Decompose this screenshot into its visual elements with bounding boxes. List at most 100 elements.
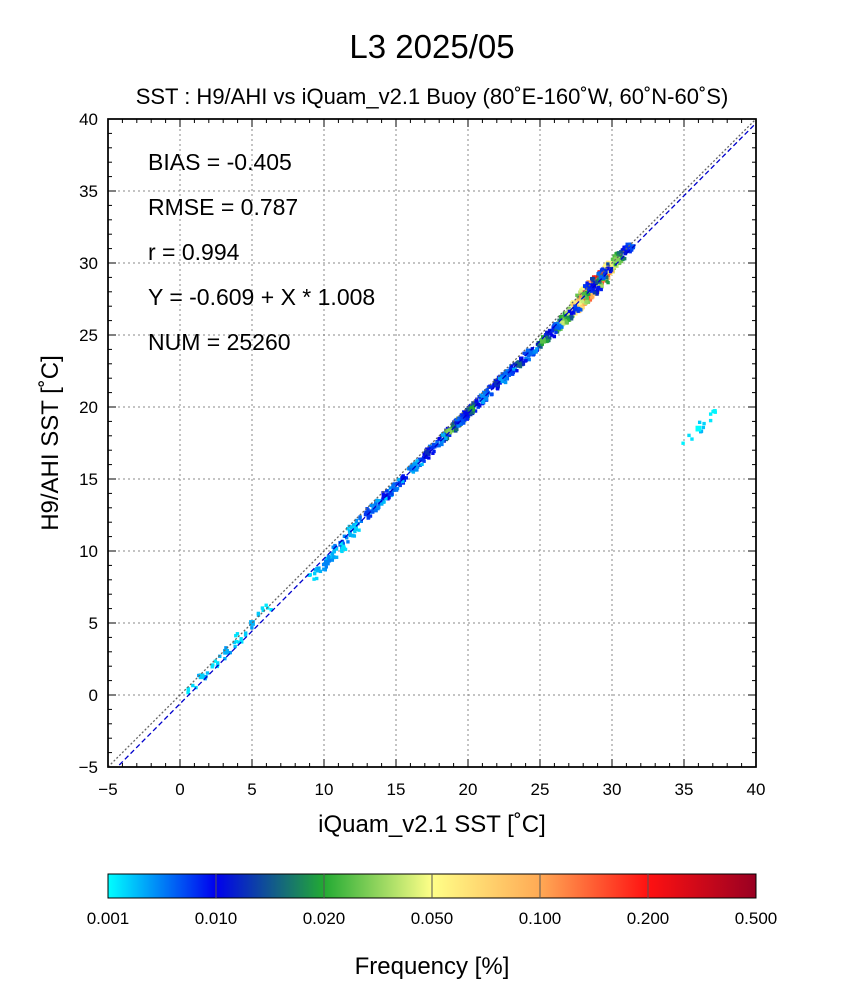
density-cell	[484, 397, 488, 401]
density-cell	[354, 523, 359, 527]
density-cell	[186, 688, 191, 692]
density-cell	[586, 284, 590, 289]
density-cell	[386, 492, 390, 497]
density-cell	[713, 409, 717, 413]
density-cell	[579, 288, 583, 292]
density-cell	[490, 392, 494, 396]
stat-num: NUM = 25260	[148, 329, 291, 355]
y-tick-label: 10	[79, 542, 98, 561]
stats-block: BIAS = -0.405 RMSE = 0.787 r = 0.994 Y =…	[148, 149, 375, 355]
density-cell	[477, 402, 481, 407]
density-cell	[480, 394, 485, 399]
density-cell	[708, 412, 713, 416]
density-cell	[330, 558, 335, 562]
density-cell	[339, 548, 344, 553]
density-cell	[456, 424, 460, 428]
density-cell	[369, 503, 373, 508]
colorbar-tick-label: 0.010	[195, 909, 238, 928]
density-cell	[582, 292, 586, 296]
density-cell	[614, 252, 618, 256]
density-cell	[613, 255, 618, 259]
density-cell	[333, 543, 337, 548]
density-cell	[523, 359, 527, 363]
density-cell	[452, 429, 456, 433]
density-cell	[578, 290, 582, 294]
density-cell	[418, 463, 422, 468]
density-cell	[606, 273, 611, 277]
density-cell	[690, 437, 694, 441]
plot-border	[107, 118, 757, 768]
density-cell	[572, 311, 576, 315]
density-cell	[384, 496, 388, 501]
density-cell	[465, 417, 470, 421]
density-cell	[502, 377, 506, 381]
density-cell	[617, 251, 621, 255]
density-cell	[521, 360, 525, 364]
density-cell	[598, 280, 602, 284]
density-cell	[576, 309, 580, 313]
density-cell	[444, 436, 448, 440]
density-cell	[411, 464, 416, 468]
stat-regression: Y = -0.609 + X * 1.008	[148, 284, 375, 310]
density-cell	[495, 378, 499, 382]
density-cell	[493, 378, 497, 383]
density-cell	[504, 377, 509, 381]
density-cell	[308, 573, 312, 577]
density-cell	[558, 315, 563, 319]
density-cell	[584, 299, 588, 304]
density-cell	[599, 282, 603, 286]
density-cell	[464, 409, 468, 413]
density-cell	[570, 307, 575, 312]
density-cell	[603, 264, 607, 268]
density-cell	[435, 440, 439, 445]
density-cell	[533, 349, 537, 353]
density-cell	[357, 528, 361, 532]
density-cell	[256, 613, 261, 617]
density-cell	[377, 502, 382, 506]
density-cell	[687, 433, 691, 438]
density-cell	[537, 344, 541, 349]
density-cell	[186, 690, 190, 695]
density-cell	[544, 333, 548, 337]
density-cell	[479, 397, 483, 401]
density-cell	[566, 316, 570, 320]
density-cell	[210, 665, 214, 669]
density-cell	[574, 309, 579, 314]
density-cell	[617, 261, 622, 266]
density-cell	[205, 671, 210, 675]
density-cell	[509, 364, 514, 368]
density-cell	[334, 555, 339, 559]
density-cell	[587, 295, 591, 300]
density-cell	[488, 385, 492, 389]
density-cell	[556, 321, 560, 326]
density-cell	[440, 442, 444, 447]
density-cell	[550, 333, 554, 337]
density-cell	[431, 451, 435, 455]
density-cell	[224, 646, 228, 650]
density-cell	[371, 510, 375, 514]
density-cell	[591, 295, 595, 299]
density-cell	[348, 533, 353, 538]
y-tick-label: 25	[79, 326, 98, 345]
density-cell	[631, 244, 635, 248]
density-cell	[401, 479, 405, 484]
density-cell	[528, 350, 532, 354]
density-cell	[589, 288, 593, 292]
density-cell	[471, 401, 475, 405]
density-cell	[347, 529, 352, 533]
density-cell	[510, 366, 515, 371]
y-tick-label: 5	[89, 614, 98, 633]
density-cell	[376, 506, 380, 511]
x-tick-label: 10	[315, 780, 334, 799]
density-cell-core	[446, 428, 453, 435]
density-cell	[561, 315, 566, 320]
density-cell	[628, 242, 632, 246]
density-cell	[625, 242, 629, 246]
density-cell	[708, 418, 713, 423]
density-cell	[578, 301, 583, 305]
density-cell	[568, 315, 573, 319]
density-cell	[585, 296, 590, 300]
density-cell	[511, 370, 515, 375]
density-cell	[465, 411, 469, 416]
density-cell	[330, 551, 335, 556]
